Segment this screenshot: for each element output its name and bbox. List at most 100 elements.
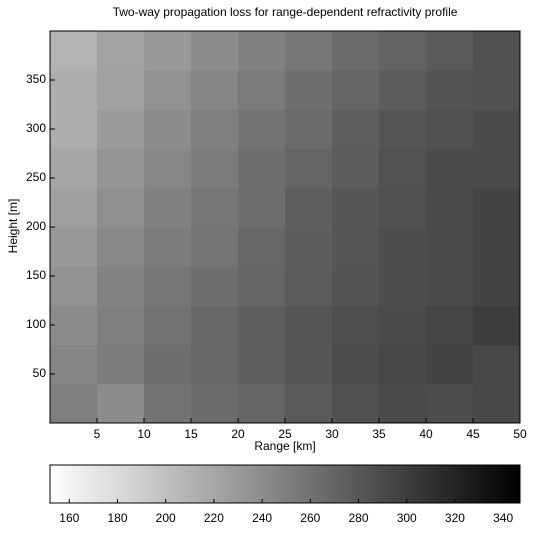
heat-cell [50,383,98,424]
x-tick-label: 45 [466,427,480,441]
x-tick-label: 15 [184,427,198,441]
x-tick-label: 25 [278,427,292,441]
heat-cell [426,344,474,385]
colorbar-tick-label: 240 [252,511,272,525]
heat-cell [285,109,333,150]
heat-cell [238,31,286,71]
heat-cell [379,31,427,71]
heat-cell [332,109,380,150]
y-tick-label: 50 [33,366,47,380]
colorbar-tick-label: 280 [348,511,368,525]
heat-cell [426,109,474,150]
heat-cell [97,266,145,306]
heat-cell [379,70,427,110]
heat-cell [426,383,474,424]
heat-cell [97,344,145,385]
heat-cell [473,31,521,71]
heat-cell [379,344,427,385]
y-tick-label: 150 [26,268,46,282]
heat-cell [191,305,239,346]
heat-cell [50,266,98,306]
heat-cell [285,266,333,306]
heat-cell [97,31,145,71]
heat-cell [285,187,333,228]
heat-cell [285,227,333,267]
x-tick-label: 40 [419,427,433,441]
heat-cell [473,70,521,110]
colorbar-tick-label: 180 [107,511,127,525]
heat-cell [238,344,286,385]
heat-cell [191,148,239,189]
heat-cell [144,227,192,267]
heat-cell [473,266,521,306]
colorbar-tick-label: 260 [300,511,320,525]
heat-cell [191,383,239,424]
heat-cell [426,266,474,306]
heat-cell [191,70,239,110]
heat-cell [144,187,192,228]
heat-cell [191,344,239,385]
heat-cell [97,383,145,424]
y-axis-label: Height [m] [6,199,20,254]
heat-cell [144,148,192,189]
heat-cell [50,109,98,150]
heat-cell [332,187,380,228]
x-tick-label: 30 [325,427,339,441]
heat-cell [238,109,286,150]
heat-cell [50,187,98,228]
heat-cell [97,70,145,110]
heat-cell [426,31,474,71]
x-tick-label: 50 [513,427,527,441]
x-axis-label: Range [km] [254,439,315,453]
heat-cell [426,70,474,110]
colorbar-tick-label: 320 [445,511,465,525]
heat-cell [332,266,380,306]
heat-cell [238,383,286,424]
colorbar-tick-label: 300 [397,511,417,525]
heat-cell [144,31,192,71]
heat-cell [238,227,286,267]
heat-cell [285,305,333,346]
x-tick-label: 10 [137,427,151,441]
heat-cell [473,344,521,385]
y-tick-label: 250 [26,170,46,184]
heat-cell [191,227,239,267]
heat-cell [332,344,380,385]
heat-cell [50,70,98,110]
heat-cell [191,266,239,306]
heat-cell [332,148,380,189]
x-tick-label: 20 [231,427,245,441]
heat-cell [332,31,380,71]
heat-cell [379,109,427,150]
y-tick-label: 350 [26,72,46,86]
y-tick-label: 100 [26,317,46,331]
heat-cell [379,266,427,306]
colorbar-tick-label: 200 [156,511,176,525]
heat-cell [144,305,192,346]
heat-cell [426,187,474,228]
heat-cell [332,227,380,267]
x-tick-label: 35 [372,427,386,441]
heat-cell [473,227,521,267]
colorbar [49,464,521,504]
heat-cell [238,187,286,228]
heat-cell [238,70,286,110]
heat-cell [332,383,380,424]
heat-cell [97,227,145,267]
colorbar-tick-label: 160 [59,511,79,525]
heat-cell [426,305,474,346]
heat-cell [473,383,521,424]
heat-cell [144,70,192,110]
heat-cell [473,305,521,346]
heat-cell [238,148,286,189]
heat-cell [426,148,474,189]
heat-cell [50,31,98,71]
heat-cell [426,227,474,267]
heat-cell [144,383,192,424]
heat-cell [144,109,192,150]
heat-cell [97,187,145,228]
heat-cell [97,148,145,189]
heat-cell [285,344,333,385]
heat-cell [285,383,333,424]
